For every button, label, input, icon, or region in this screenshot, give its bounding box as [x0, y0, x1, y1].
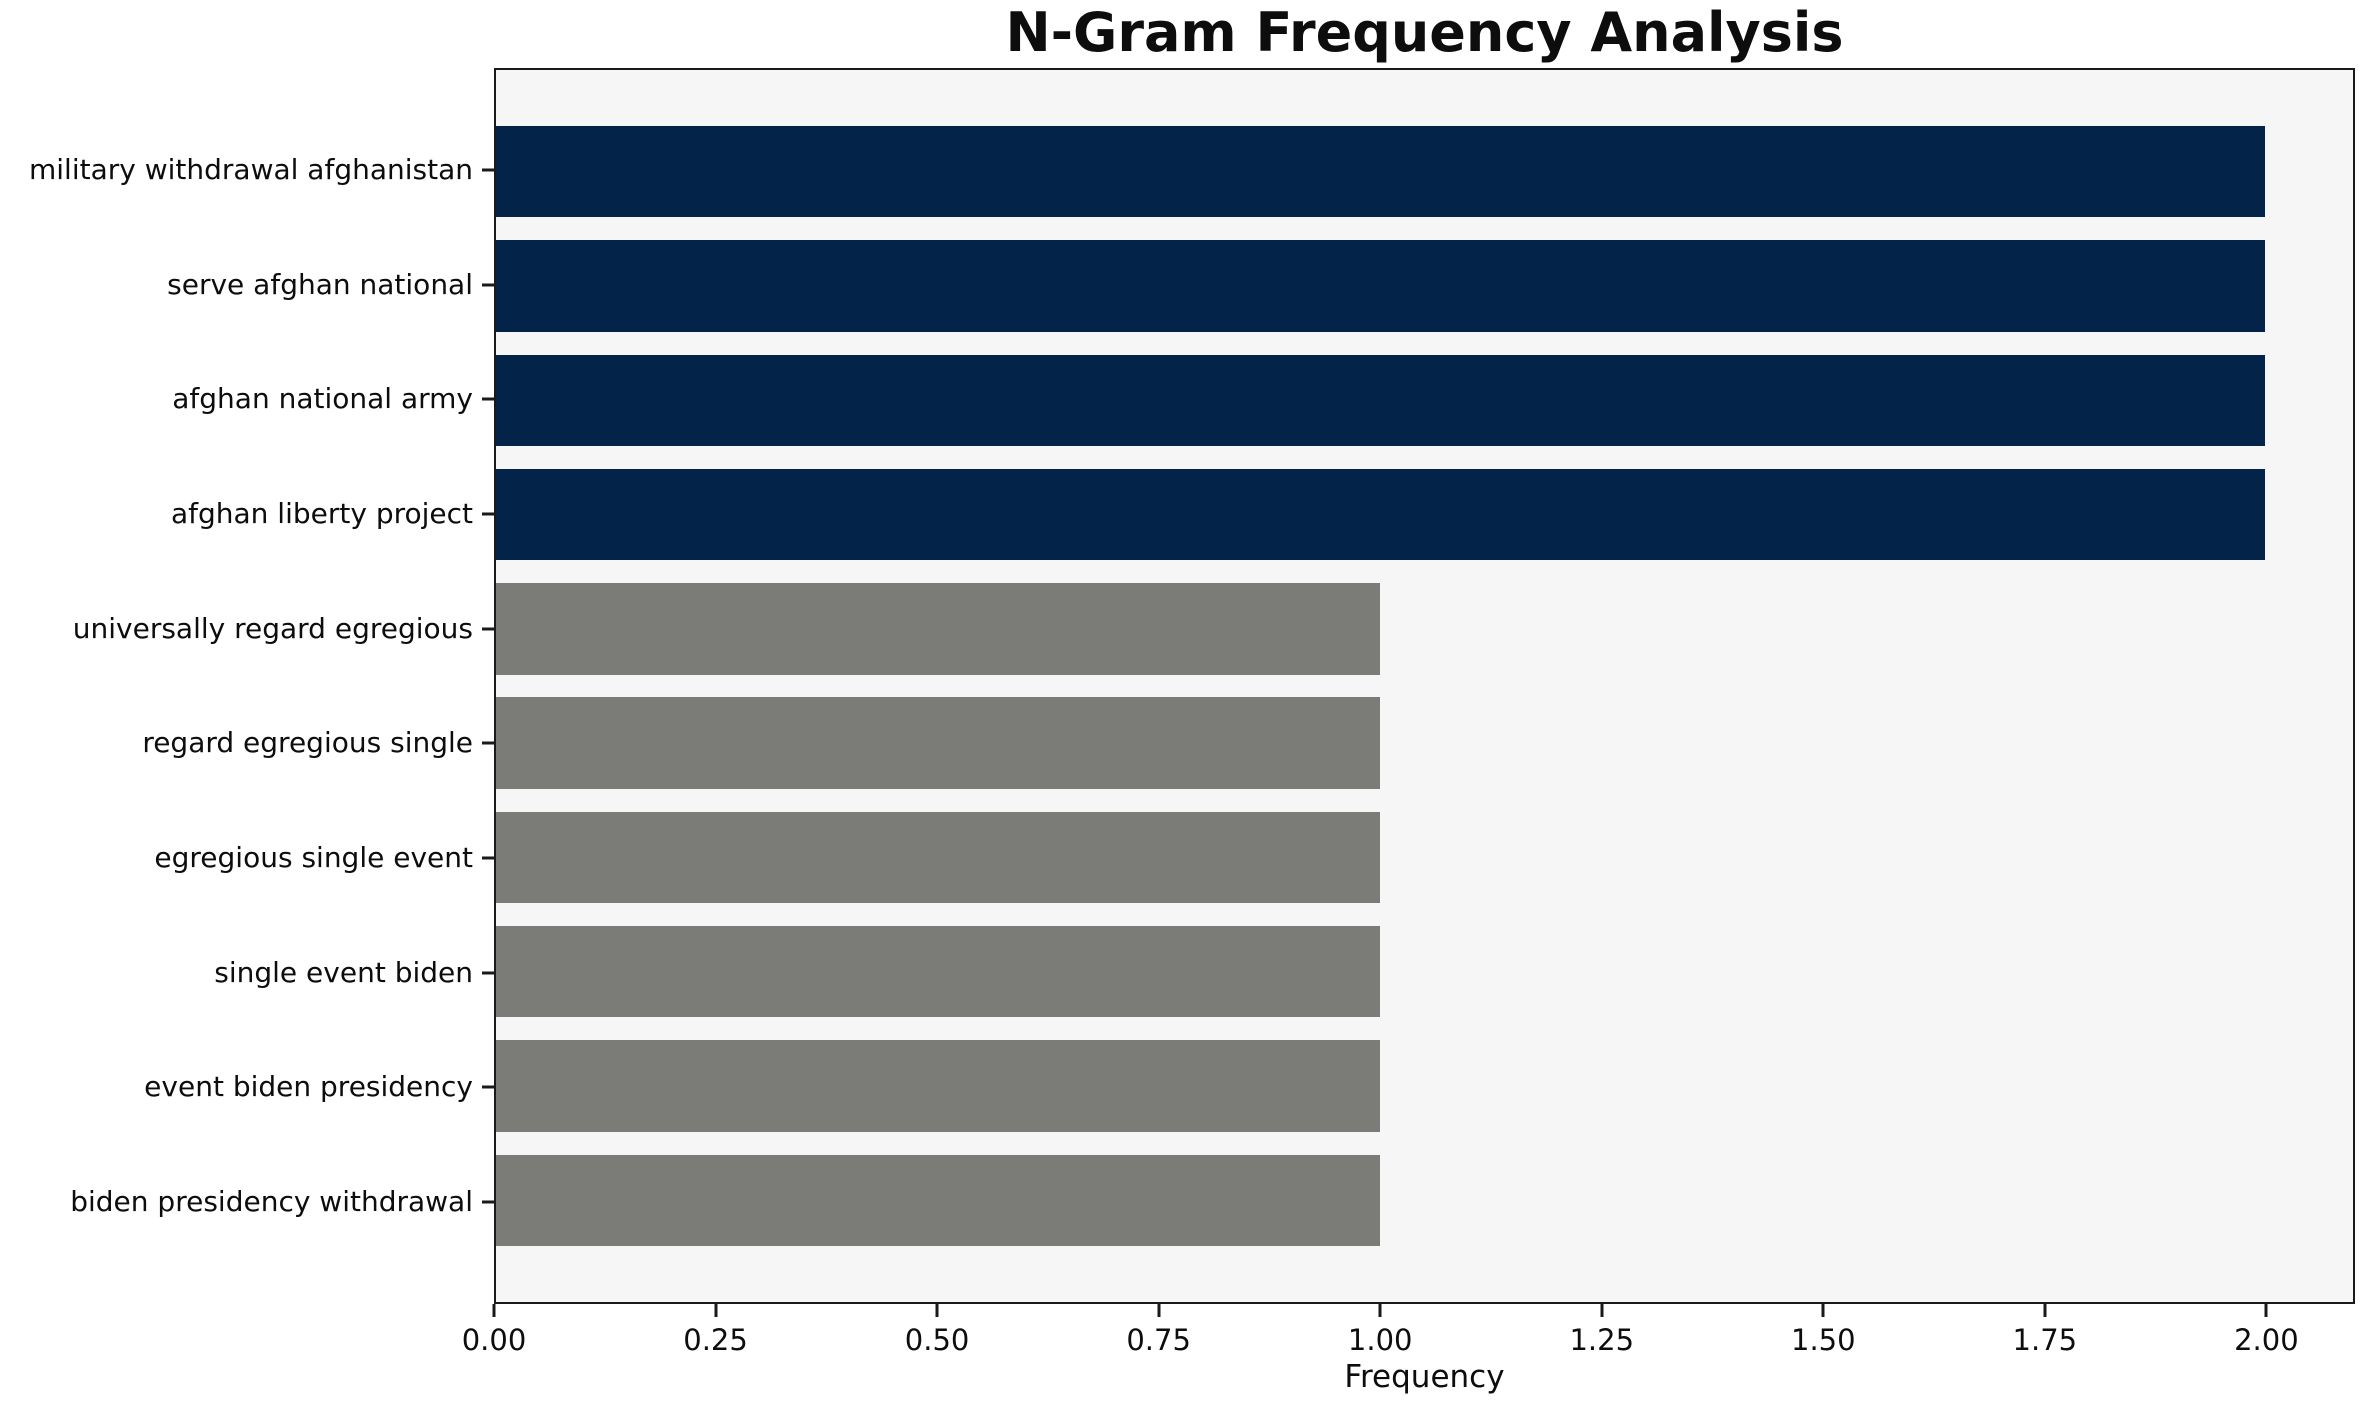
- y-tick-mark: [482, 168, 494, 172]
- x-axis: 0.00 0.25 0.50 0.75 1.00 1.25 1.50 1.75 2.00: [462, 1304, 2355, 1414]
- x-axis-title: Frequency: [1344, 1359, 1505, 1395]
- x-tick-mark: [935, 1304, 939, 1317]
- y-tick-mark: [482, 512, 494, 516]
- y-tick-label: universally regard egregious: [72, 611, 473, 645]
- y-tick-label: regard egregious single: [142, 726, 473, 760]
- y-tick-label: biden presidency withdrawal: [70, 1184, 473, 1218]
- x-tick-mark: [492, 1304, 496, 1317]
- x-tick-mark: [2264, 1304, 2268, 1317]
- x-tick-label: 2.00: [2234, 1323, 2299, 1357]
- y-tick-label: event biden presidency: [144, 1070, 473, 1104]
- y-tick-mark: [482, 856, 494, 860]
- y-tick-label: afghan national army: [172, 382, 473, 416]
- x-tick-label: 1.50: [1790, 1323, 1856, 1357]
- y-tick-mark: [482, 627, 494, 631]
- x-tick-mark: [1157, 1304, 1161, 1317]
- x-tick-label: 1.25: [1569, 1323, 1635, 1357]
- x-tick-label: 0.75: [1126, 1323, 1191, 1357]
- x-tick-mark: [1821, 1304, 1825, 1317]
- y-tick-label: afghan liberty project: [170, 497, 473, 530]
- y-tick-mark: [482, 971, 494, 975]
- plot-area: [494, 68, 2355, 1304]
- y-tick-label: single event biden: [214, 955, 473, 989]
- y-tick-mark: [482, 741, 494, 745]
- x-tick-mark: [1600, 1304, 1604, 1317]
- x-tick-label: 0.00: [461, 1323, 527, 1357]
- y-axis-tick-marks: [482, 68, 494, 1304]
- x-tick-mark: [714, 1304, 718, 1317]
- y-tick-mark: [482, 397, 494, 401]
- y-tick-label: egregious single event: [154, 840, 473, 874]
- x-tick-label: 0.50: [904, 1323, 970, 1357]
- bar: [496, 126, 2265, 218]
- bar: [496, 583, 1381, 675]
- bar: [496, 697, 1381, 789]
- bar: [496, 468, 2265, 561]
- y-tick-mark: [482, 1085, 494, 1089]
- y-tick-label: serve afghan national: [167, 267, 473, 301]
- bar: [496, 354, 2265, 446]
- y-tick-label: military withdrawal afghanistan: [28, 153, 473, 187]
- bar: [496, 1154, 1381, 1246]
- x-tick-label: 1.00: [1347, 1323, 1413, 1357]
- y-tick-mark: [482, 1200, 494, 1204]
- x-tick-mark: [1378, 1304, 1382, 1317]
- x-tick-label: 0.25: [683, 1323, 748, 1357]
- x-tick-mark: [2043, 1304, 2047, 1317]
- bar: [496, 240, 2265, 332]
- y-axis-labels: military withdrawal afghanistan serve afg…: [0, 68, 473, 1304]
- bar: [496, 1040, 1381, 1132]
- x-tick-label: 1.75: [2012, 1323, 2078, 1357]
- bar: [496, 811, 1381, 904]
- bar: [496, 926, 1381, 1018]
- y-tick-mark: [482, 283, 494, 287]
- chart-title: N-Gram Frequency Analysis: [1005, 1, 1844, 64]
